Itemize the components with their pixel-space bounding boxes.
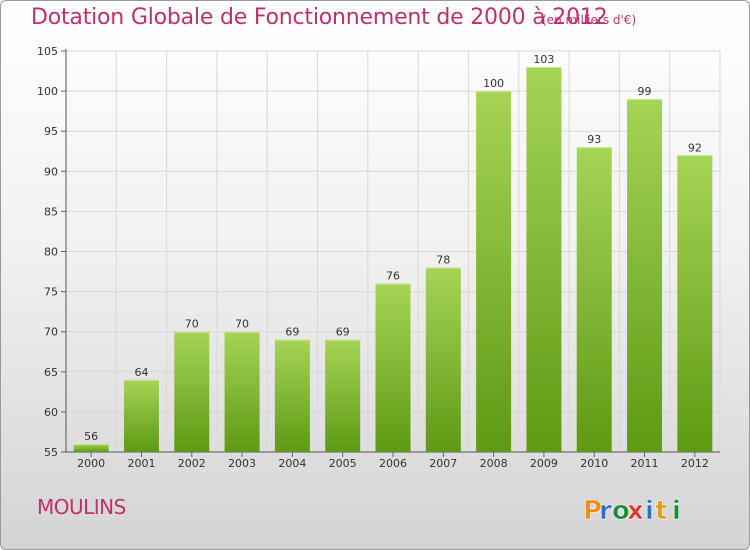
data-label: 70 xyxy=(185,318,199,331)
bar-2008 xyxy=(476,91,512,452)
x-tick-label: 2007 xyxy=(429,457,457,470)
logo-letter: x xyxy=(627,496,644,526)
x-tick-label: 2011 xyxy=(631,457,659,470)
x-tick-label: 2010 xyxy=(580,457,608,470)
bar-2007 xyxy=(425,267,461,452)
logo-letter: t xyxy=(655,496,667,526)
data-label: 92 xyxy=(688,141,702,154)
x-tick-label: 2012 xyxy=(681,457,709,470)
data-label: 76 xyxy=(386,270,400,283)
bar-2002 xyxy=(174,331,210,452)
logo-letter: o xyxy=(612,496,630,526)
logo-letter: P xyxy=(583,496,602,526)
logo-letter: i xyxy=(672,496,681,526)
bar-2000 xyxy=(73,443,109,452)
logo-letter: i xyxy=(645,496,654,526)
x-tick-label: 2002 xyxy=(178,457,206,470)
bar-2004 xyxy=(274,339,310,452)
y-tick-label: 90 xyxy=(44,165,58,178)
y-tick-label: 75 xyxy=(44,286,58,299)
data-label: 78 xyxy=(436,254,450,267)
data-label: 93 xyxy=(587,133,601,146)
data-label: 70 xyxy=(235,318,249,331)
y-tick-label: 80 xyxy=(44,246,58,259)
bar-2003 xyxy=(224,331,260,452)
y-tick-label: 65 xyxy=(44,366,58,379)
bars xyxy=(73,67,713,453)
data-label: 69 xyxy=(285,326,299,339)
logo-letter: r xyxy=(599,496,612,526)
y-tick-label: 100 xyxy=(37,85,58,98)
data-label: 56 xyxy=(84,430,98,443)
city-name: MOULINS xyxy=(37,495,126,519)
data-label: 64 xyxy=(134,366,148,379)
x-tick-label: 2000 xyxy=(77,457,105,470)
y-tick-label: 70 xyxy=(44,326,58,339)
data-label: 99 xyxy=(638,85,652,98)
x-tick-label: 2003 xyxy=(228,457,256,470)
x-tick-label: 2004 xyxy=(278,457,306,470)
y-tick-label: 55 xyxy=(44,446,58,459)
bar-2005 xyxy=(325,339,361,452)
y-tick-label: 60 xyxy=(44,406,58,419)
bar-2009 xyxy=(526,67,562,452)
y-tick-label: 85 xyxy=(44,205,58,218)
data-label: 69 xyxy=(336,326,350,339)
y-tick-label: 105 xyxy=(37,45,58,58)
chart-title: Dotation Globale de Fonctionnement de 20… xyxy=(31,5,608,30)
bar-2006 xyxy=(375,283,411,452)
data-label: 100 xyxy=(483,77,504,90)
x-tick-label: 2005 xyxy=(329,457,357,470)
chart-subtitle: (en milliers d'€) xyxy=(542,13,637,27)
bar-2012 xyxy=(677,155,713,452)
bar-2010 xyxy=(576,147,612,453)
x-tick-label: 2006 xyxy=(379,457,407,470)
proxiti-logo[interactable]: Pr ox i t i xyxy=(579,489,699,529)
x-tick-label: 2009 xyxy=(530,457,558,470)
data-label: 103 xyxy=(533,53,554,66)
bar-2001 xyxy=(123,379,159,452)
bar-2011 xyxy=(627,99,663,453)
y-tick-label: 95 xyxy=(44,125,58,138)
x-tick-label: 2008 xyxy=(480,457,508,470)
data-labels: 56 64 70 70 69 69 76 78 100 103 93 99 92 xyxy=(84,53,702,443)
x-tick-label: 2001 xyxy=(127,457,155,470)
